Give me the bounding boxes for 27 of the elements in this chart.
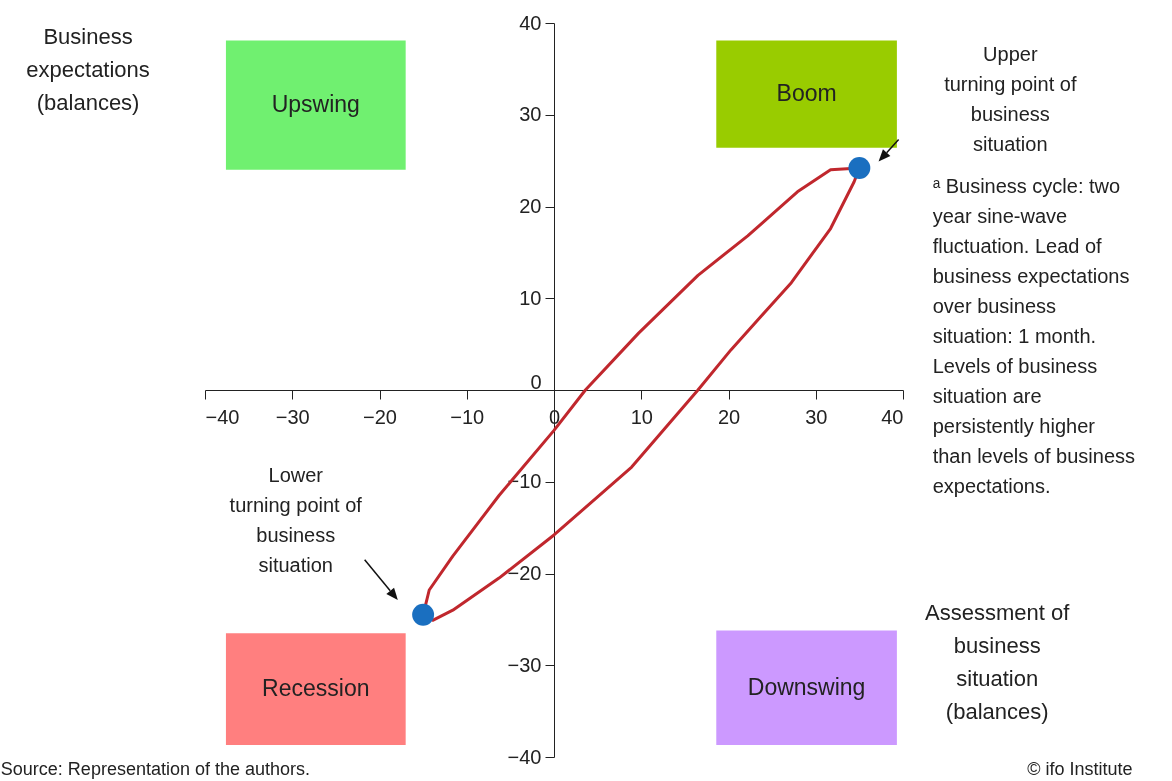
y-tick-label: 30: [519, 103, 542, 126]
y-tick-label: −20: [507, 562, 542, 584]
x-tick-label: 20: [717, 405, 741, 428]
text: © ifo Institute: [1027, 758, 1133, 779]
annotation: Boom: [776, 80, 837, 107]
x-tick-label: 40: [881, 405, 904, 428]
y-tick-label: −30: [507, 653, 542, 676]
annotation: Upswing: [271, 91, 360, 118]
x-tick-label: −10: [450, 405, 485, 428]
annotation: Recession: [262, 675, 370, 702]
x-tick-label: 10: [630, 405, 653, 428]
y-tick-label: 10: [519, 286, 542, 309]
annotation: Downswing: [747, 673, 866, 700]
y-tick-label: −40: [507, 745, 542, 768]
text: ᵃ Business cycle: two year sine-wave fluctuation. Lead of business expectations over business situation: 1 month. Levels of business situation are persistently higher than levels of business expectations.: [932, 175, 1136, 498]
y-axis-title: Business expectations (balances): [26, 23, 150, 115]
y-tick-label: 40: [519, 11, 542, 34]
x-tick-label: 30: [805, 405, 828, 428]
x-tick-label: −20: [363, 405, 397, 428]
source-note: Source: Representation of the authors.: [0, 758, 311, 779]
y-tick-label: 0: [530, 370, 542, 393]
y-tick-label: 20: [519, 195, 542, 217]
x-tick-label: −30: [275, 405, 310, 428]
x-tick-label: −40: [205, 405, 240, 428]
x-axis-title: Assessment of business situation (balances): [925, 599, 1071, 724]
text: Upper turning point of business situation: [944, 43, 1077, 156]
annotation: Lower turning point of business situation: [229, 464, 363, 577]
